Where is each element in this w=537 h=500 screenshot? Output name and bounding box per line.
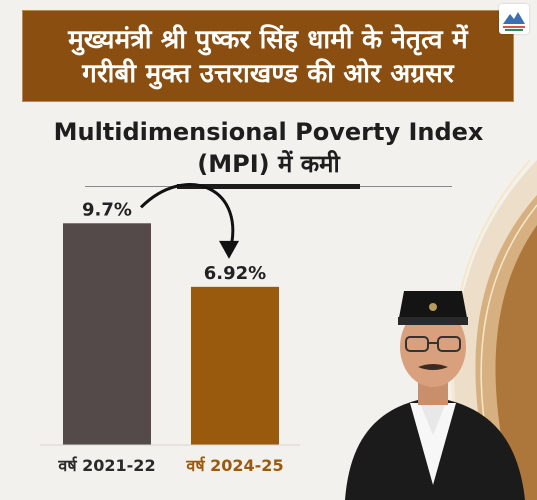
bar-1 bbox=[191, 286, 279, 445]
category-label-0: वर्ष 2021-22 bbox=[57, 456, 155, 475]
value-label-0: 9.7% bbox=[82, 199, 132, 220]
chart-title: Multidimensional Poverty Index (MPI) में… bbox=[0, 116, 537, 180]
arrow-head-icon bbox=[219, 240, 239, 259]
header-banner: मुख्यमंत्री श्री पुष्कर सिंह धामी के नेत… bbox=[22, 10, 514, 102]
state-emblem-logo bbox=[499, 4, 529, 34]
value-label-1: 6.92% bbox=[204, 263, 266, 284]
banner-line-1: मुख्यमंत्री श्री पुष्कर सिंह धामी के नेत… bbox=[68, 25, 468, 55]
mountain-logo-icon bbox=[503, 12, 525, 31]
chart-title-line-1: Multidimensional Poverty Index bbox=[53, 118, 484, 146]
title-divider-accent bbox=[177, 184, 360, 189]
bar-0 bbox=[63, 223, 151, 445]
decrease-arrow bbox=[139, 183, 235, 256]
banner-line-2: गरीबी मुक्त उत्तराखण्ड की ओर अग्रसर bbox=[82, 59, 454, 89]
person-portrait bbox=[345, 291, 525, 500]
category-label-1: वर्ष 2024-25 bbox=[185, 456, 283, 475]
chart-title-line-2: (MPI) में कमी bbox=[197, 150, 340, 178]
